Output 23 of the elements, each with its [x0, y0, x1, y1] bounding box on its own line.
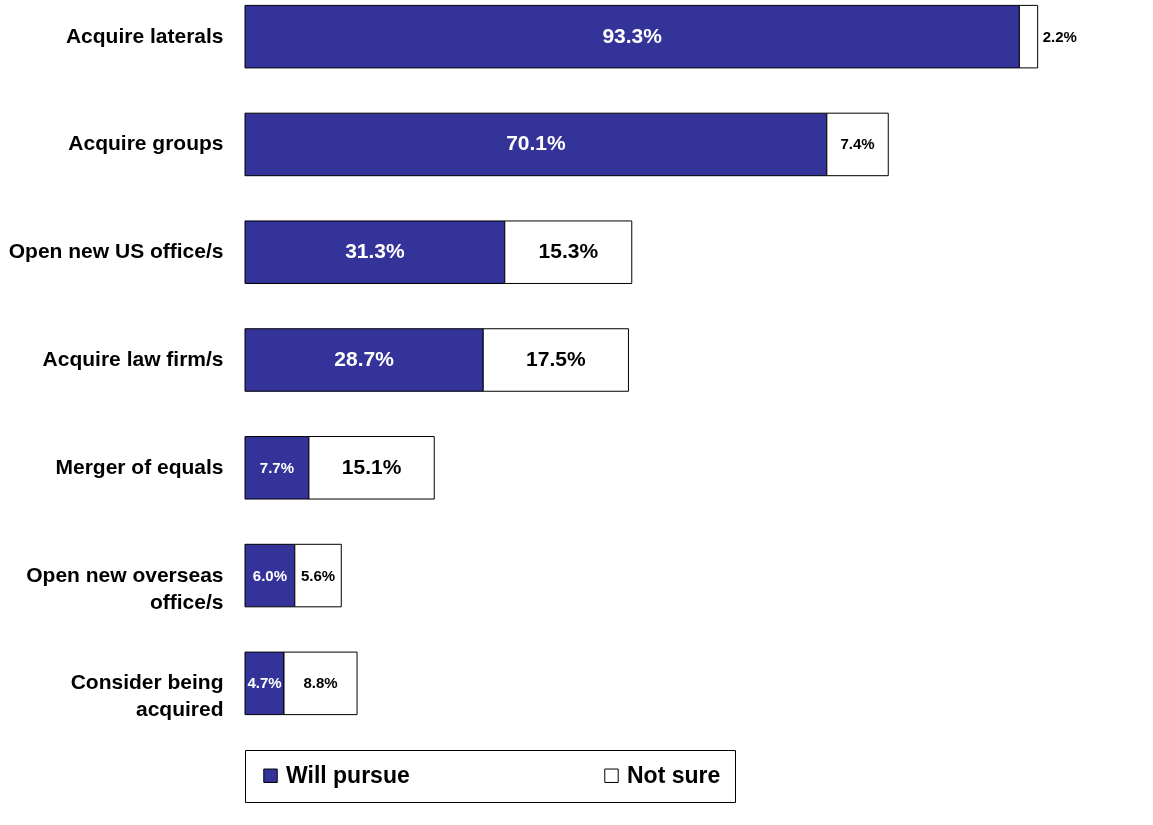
data-label: 7.7%	[259, 458, 295, 476]
data-label: 17.5%	[526, 347, 586, 370]
data-label: 7.4%	[840, 135, 875, 153]
y-tick-label: Acquire laterals	[65, 23, 224, 47]
data-label: 70.1%	[506, 131, 567, 155]
legend-label: Not sure	[627, 761, 721, 788]
data-label: 4.7%	[247, 674, 282, 692]
data-label: 8.8%	[303, 674, 338, 692]
data-label: 28.7%	[334, 347, 395, 370]
data-label: 2.2%	[1042, 27, 1077, 45]
data-label: 15.3%	[538, 239, 599, 263]
y-tick-label: Open new overseas office/s	[26, 562, 224, 613]
y-tick-label: Acquire law firm/s	[42, 347, 224, 370]
legend-label: Will pursue	[286, 761, 410, 788]
data-label: 6.0%	[252, 566, 287, 584]
data-label: 15.1%	[341, 454, 402, 478]
y-tick-label: Open new US office/s	[8, 239, 224, 263]
data-label: 93.3%	[602, 23, 663, 47]
data-label: 5.6%	[300, 566, 336, 584]
y-tick-label: Consider being acquired	[70, 670, 224, 721]
data-label: 31.3%	[345, 239, 405, 263]
y-tick-label: Merger of equals	[55, 454, 224, 478]
y-tick-label: Acquire groups	[68, 131, 224, 155]
